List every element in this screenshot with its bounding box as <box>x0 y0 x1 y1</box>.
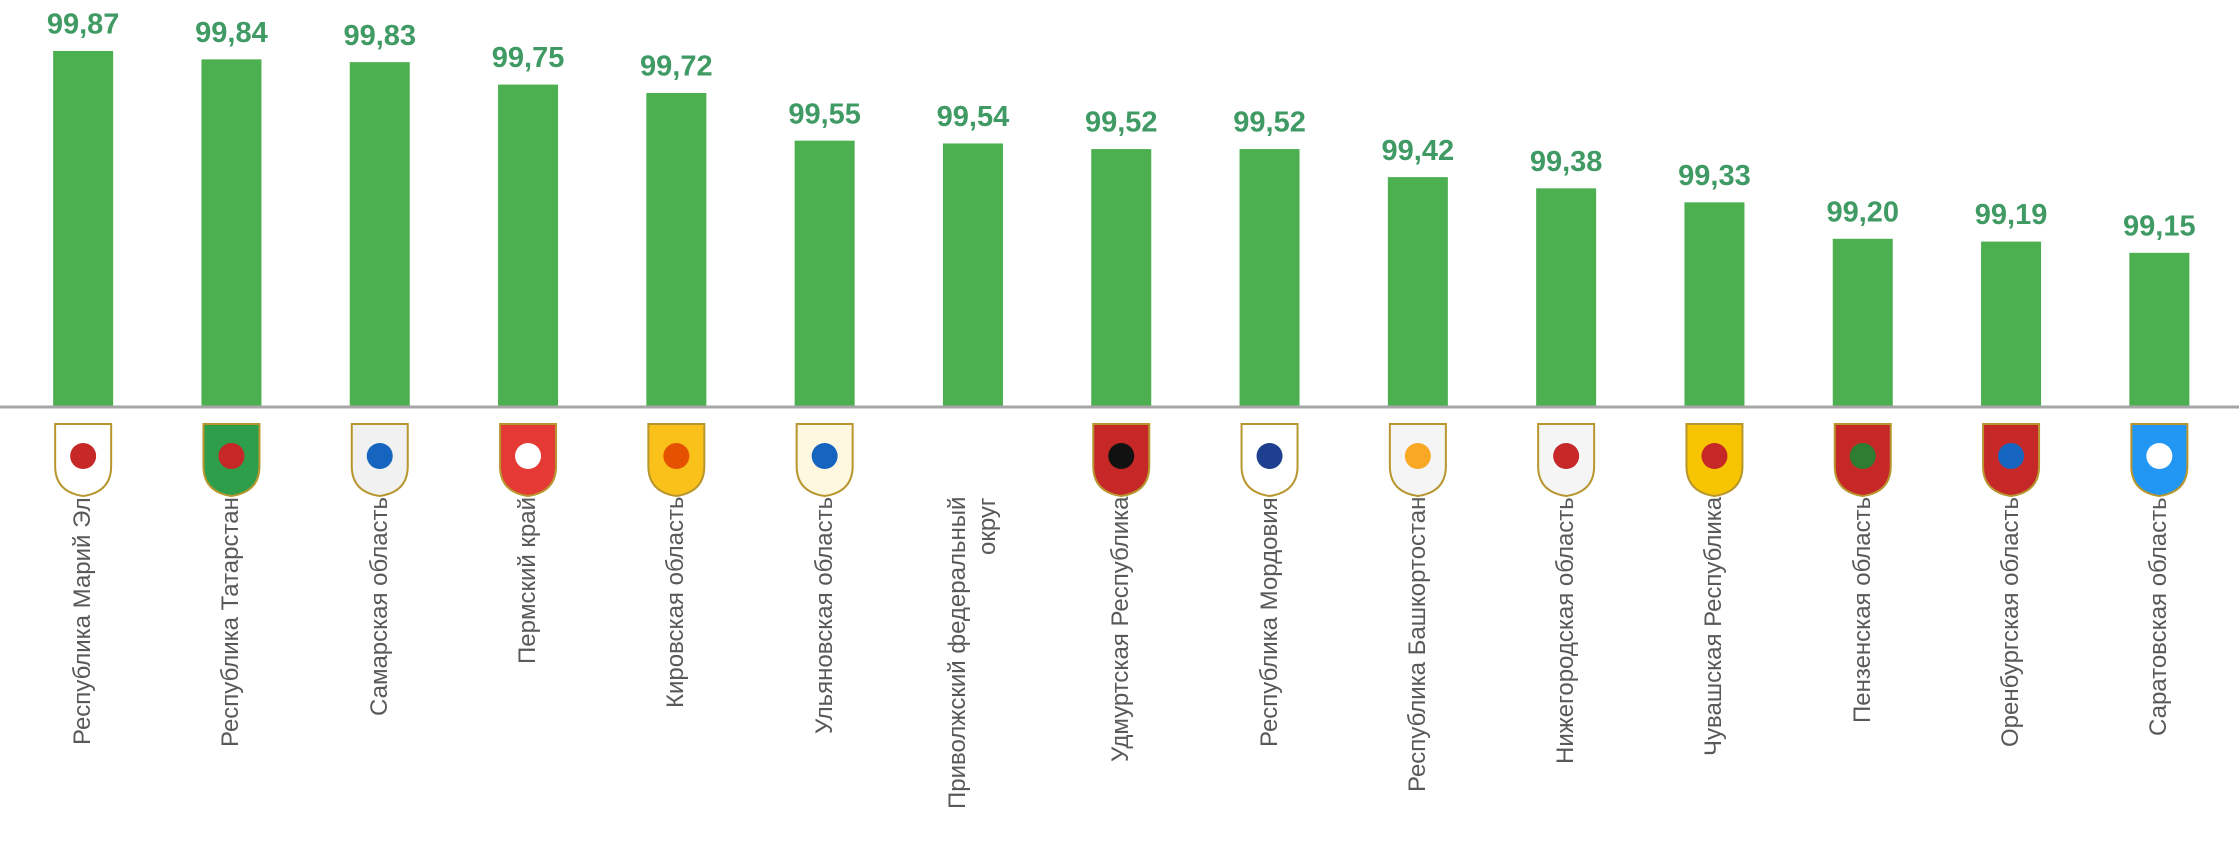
category-label: Удмуртская Республика <box>1107 497 1135 763</box>
region-emblem <box>1833 423 1892 498</box>
emblem-figure <box>1701 443 1728 469</box>
bar <box>2129 252 2190 407</box>
value-label: 99,55 <box>788 98 861 130</box>
category-label: Чувашская Республика <box>1700 497 1728 757</box>
value-label: 99,52 <box>1233 107 1306 139</box>
region-emblem <box>54 423 113 498</box>
region-emblem <box>1240 423 1299 498</box>
value-label: 99,20 <box>1826 196 1899 228</box>
value-label: 99,72 <box>640 51 713 83</box>
bar <box>201 59 262 407</box>
bar <box>1832 238 1893 407</box>
emblem-figure <box>1998 443 2025 469</box>
emblem-figure <box>1108 443 1135 469</box>
region-emblem <box>2130 423 2189 498</box>
category-label: Республика Марий Эл <box>69 497 97 745</box>
value-label: 99,75 <box>492 42 565 74</box>
emblem-figure <box>811 443 838 469</box>
emblem-figure <box>366 443 393 469</box>
value-label: 99,54 <box>937 101 1010 133</box>
region-emblem <box>1092 423 1151 498</box>
bar <box>498 84 559 407</box>
category-label: Кировская область <box>662 497 690 709</box>
category-label: Пензенская область <box>1848 497 1876 724</box>
bar <box>1387 177 1448 407</box>
category-label: Приволжский федеральный округ <box>943 497 1001 810</box>
value-label: 99,38 <box>1530 146 1603 178</box>
bar <box>1091 149 1152 408</box>
region-emblem <box>647 423 706 498</box>
bar <box>349 62 410 408</box>
value-label: 99,52 <box>1085 107 1158 139</box>
emblem-figure <box>1404 443 1431 469</box>
region-emblem <box>1537 423 1596 498</box>
category-label: Пермский край <box>514 497 542 665</box>
region-emblem <box>202 423 261 498</box>
region-emblem <box>795 423 854 498</box>
category-label: Саратовская область <box>2145 497 2173 736</box>
bar <box>1239 149 1300 408</box>
category-label: Ульяновская область <box>810 497 838 735</box>
emblem-figure <box>1849 443 1876 469</box>
category-label: Республика Башкортостан <box>1403 497 1431 793</box>
emblem-figure <box>663 443 690 469</box>
region-emblem <box>350 423 409 498</box>
value-label: 99,19 <box>1975 199 2048 231</box>
value-label: 99,87 <box>47 9 120 41</box>
value-label: 99,84 <box>195 17 268 49</box>
bar <box>794 140 855 408</box>
bar <box>1684 202 1745 407</box>
region-emblem <box>1685 423 1744 498</box>
emblem-figure <box>515 443 542 469</box>
bar <box>1536 188 1597 407</box>
value-label: 99,15 <box>2123 210 2196 242</box>
emblem-figure <box>1256 443 1283 469</box>
region-emblem <box>1388 423 1447 498</box>
category-label: Оренбургская область <box>1997 497 2025 748</box>
region-emblem <box>1982 423 2041 498</box>
value-label: 99,42 <box>1382 135 1455 167</box>
category-label: Республика Татарстан <box>217 497 245 747</box>
bar <box>942 143 1003 407</box>
category-label: Нижегородская область <box>1552 497 1580 764</box>
category-label: Республика Мордовия <box>1255 497 1283 747</box>
value-label: 99,83 <box>343 20 416 52</box>
emblem-figure <box>2146 443 2173 469</box>
bar <box>1981 241 2042 407</box>
region-emblem <box>499 423 558 498</box>
emblem-figure <box>70 443 97 469</box>
bar <box>53 50 114 407</box>
category-label: Самарская область <box>365 497 393 717</box>
emblem-figure <box>218 443 245 469</box>
value-label: 99,33 <box>1678 160 1751 192</box>
emblem-figure <box>1553 443 1580 469</box>
bar <box>646 93 707 407</box>
